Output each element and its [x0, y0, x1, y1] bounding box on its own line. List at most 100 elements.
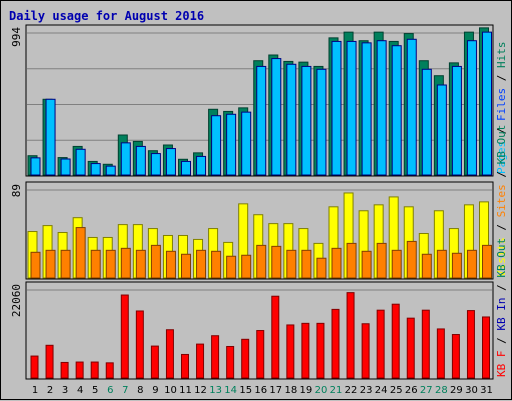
x-tick-label-20: 20	[315, 385, 328, 396]
legend-entry: /	[495, 121, 508, 141]
x-tick-label-26: 26	[405, 385, 418, 396]
x-tick-label-5: 5	[92, 385, 98, 396]
bar-sites-day-21	[331, 247, 342, 279]
x-tick-label-1: 1	[32, 385, 38, 396]
legend-entry: /	[495, 217, 508, 237]
bar-files-day-9	[150, 153, 161, 176]
bar-kb-f-day-26	[406, 317, 415, 379]
bar-files-day-26	[406, 38, 417, 176]
legend-entry: /	[495, 331, 508, 351]
bar-files-day-27	[421, 68, 432, 176]
bar-files-day-31	[482, 31, 492, 176]
bar-kb-f-day-19	[301, 322, 310, 379]
bar-files-day-23	[361, 42, 372, 176]
legend-entry: Sites	[495, 184, 508, 217]
bar-kb-f-day-17	[271, 295, 280, 379]
bar-sites-day-8	[135, 249, 146, 279]
bar-kb-f-day-23	[361, 323, 370, 379]
bar-files-day-2	[45, 98, 56, 176]
bar-files-day-13	[211, 115, 222, 176]
bar-sites-day-4	[75, 227, 86, 279]
x-tick-label-19: 19	[300, 385, 313, 396]
bar-kb-f-day-29	[451, 334, 460, 379]
bar-sites-day-24	[376, 242, 387, 279]
bar-files-day-17	[271, 58, 282, 176]
bar-sites-day-12	[196, 249, 207, 279]
bar-sites-day-6	[105, 249, 116, 279]
bar-sites-day-11	[181, 253, 191, 279]
bar-sites-day-30	[466, 249, 477, 279]
legend-entry: KB F	[495, 351, 508, 378]
x-tick-label-10: 10	[164, 385, 177, 396]
x-tick-label-16: 16	[254, 385, 267, 396]
legend-entry: KB In	[495, 298, 508, 331]
bar-sites-day-18	[286, 249, 297, 279]
panel-bottom-legend: KB F / KB In / KB Out	[495, 238, 508, 377]
panel-bottom-ymax-label: 22060	[10, 284, 23, 317]
x-tick-label-7: 7	[122, 385, 128, 396]
bar-kb-f-day-28	[436, 328, 445, 379]
x-tick-label-22: 22	[345, 385, 358, 396]
bar-sites-day-5	[90, 249, 101, 279]
legend-entry: Visits	[495, 237, 508, 277]
bar-sites-day-16	[256, 244, 267, 279]
x-tick-label-15: 15	[239, 385, 252, 396]
bar-kb-f-day-8	[135, 310, 144, 379]
x-tick-label-27: 27	[420, 385, 433, 396]
bar-files-day-16	[256, 65, 267, 176]
bar-sites-day-7	[120, 247, 131, 279]
bar-files-day-8	[135, 145, 146, 176]
bar-sites-day-2	[45, 249, 56, 279]
legend-entry: /	[495, 68, 508, 88]
bar-kb-f-day-4	[75, 361, 84, 379]
bar-sites-day-3	[60, 249, 71, 279]
bar-kb-f-day-20	[316, 322, 325, 379]
bar-files-day-30	[466, 40, 477, 176]
bar-sites-day-22	[346, 242, 357, 279]
bar-sites-day-29	[451, 252, 462, 279]
x-tick-label-9: 9	[152, 385, 158, 396]
x-tick-label-13: 13	[209, 385, 222, 396]
bar-files-day-20	[316, 68, 327, 176]
bar-kb-f-day-2	[45, 344, 54, 379]
bar-kb-f-day-27	[421, 309, 430, 379]
bar-files-day-7	[120, 142, 131, 176]
bar-kb-f-day-15	[241, 338, 250, 379]
bar-sites-day-10	[165, 250, 176, 279]
bar-sites-day-19	[301, 249, 312, 279]
bar-sites-day-31	[482, 244, 492, 279]
legend-entry: Files	[495, 88, 508, 121]
chart-title: Daily usage for August 2016	[9, 9, 205, 23]
x-tick-label-4: 4	[77, 385, 83, 396]
x-tick-label-12: 12	[194, 385, 207, 396]
bar-sites-day-27	[421, 253, 432, 279]
x-tick-label-28: 28	[435, 385, 448, 396]
panel-top-legend: Pages / Files / Hits	[495, 42, 508, 175]
bar-kb-f-day-24	[376, 309, 385, 379]
bar-kb-f-day-11	[181, 353, 189, 379]
bar-files-day-19	[301, 65, 312, 176]
bar-sites-day-14	[226, 255, 237, 279]
legend-entry: Pages	[495, 141, 508, 174]
bar-sites-day-28	[436, 249, 447, 279]
bar-sites-day-15	[241, 254, 252, 279]
bar-kb-f-day-31	[482, 316, 490, 379]
x-tick-label-24: 24	[375, 385, 388, 396]
bar-sites-day-26	[406, 240, 417, 279]
x-tick-label-17: 17	[269, 385, 282, 396]
x-tick-label-11: 11	[179, 385, 192, 396]
legend-entry: KB Out	[495, 238, 508, 278]
bar-sites-day-23	[361, 250, 372, 279]
bar-files-day-12	[196, 155, 207, 176]
bar-kb-f-day-12	[196, 343, 205, 379]
bar-kb-f-day-21	[331, 308, 340, 379]
bar-files-day-10	[165, 148, 176, 176]
bar-files-day-15	[241, 111, 252, 176]
bar-files-day-3	[60, 158, 71, 176]
legend-entry: /	[495, 278, 508, 298]
bar-kb-f-day-13	[211, 335, 220, 379]
bar-files-day-5	[90, 163, 101, 176]
bar-files-day-22	[346, 40, 357, 176]
bar-sites-day-1	[30, 251, 41, 279]
